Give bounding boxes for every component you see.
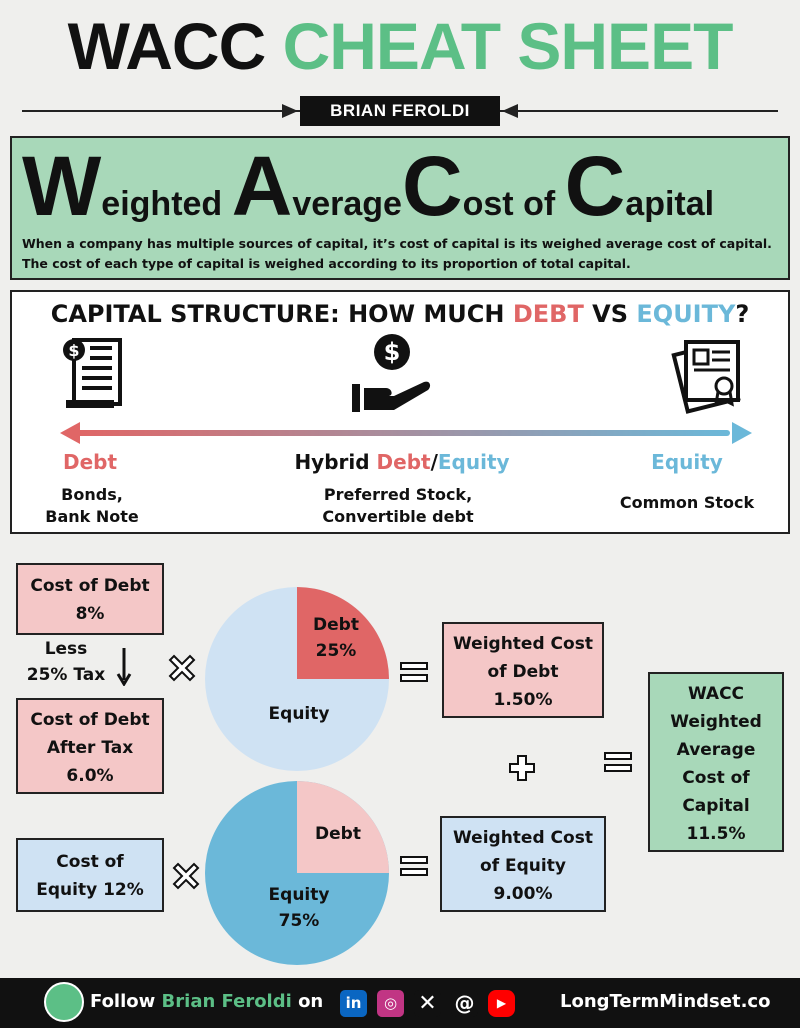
- word-ost-of: ost of: [462, 185, 565, 223]
- equals-icon: [400, 856, 428, 878]
- definition-box: Weighted AverageCost of Capital When a c…: [10, 136, 790, 280]
- debt-label: Debt: [62, 450, 118, 474]
- equity-label: Equity: [651, 450, 723, 474]
- footer: Follow Brian Feroldi on in ◎ ✕ @ ▶ LongT…: [0, 978, 800, 1028]
- letter-w: W: [22, 139, 102, 233]
- equals-icon: [400, 662, 428, 684]
- pie1-debt-label: Debt 25%: [313, 615, 359, 661]
- footer-author-name: Brian Feroldi: [161, 991, 292, 1012]
- threads-icon[interactable]: @: [451, 990, 478, 1017]
- hand-coin-icon: $: [352, 334, 431, 412]
- avatar: [44, 982, 84, 1022]
- cap-title-equity: EQUITY: [636, 300, 736, 328]
- hybrid-label: Hybrid Debt/Equity: [242, 450, 562, 474]
- weighted-cost-of-debt-box: Weighted Cost of Debt 1.50%: [442, 622, 604, 718]
- title-wacc: WACC: [67, 9, 267, 83]
- word-verage: verage: [292, 185, 402, 223]
- follow-word: Follow: [90, 991, 162, 1012]
- x-icon[interactable]: ✕: [414, 990, 441, 1017]
- youtube-icon[interactable]: ▶: [488, 990, 515, 1017]
- cost-of-debt-box: Cost of Debt 8%: [16, 563, 164, 635]
- svg-text:$: $: [68, 341, 79, 360]
- word-eighted: eighted: [101, 185, 232, 223]
- equity-examples: Common Stock: [619, 493, 755, 512]
- weighted-cost-of-equity-box: Weighted Cost of Equity 9.00%: [440, 816, 606, 912]
- word-apital: apital: [625, 185, 715, 223]
- hybrid-equity: Equity: [437, 450, 510, 474]
- svg-text:$: $: [384, 338, 401, 366]
- pie2-debt-label: Debt: [315, 824, 361, 844]
- page-title: WACC CHEAT SHEET: [0, 8, 800, 84]
- hybrid-examples: Preferred Stock, Convertible debt: [322, 485, 474, 526]
- letter-a: A: [231, 139, 293, 233]
- less-tax-label: Less 25% Tax: [26, 639, 106, 685]
- arrow-down-icon: [116, 648, 132, 686]
- cap-title-suffix: ?: [735, 300, 750, 328]
- pie-chart-equity-75: [205, 781, 389, 965]
- multiply-icon: [172, 862, 200, 890]
- bond-document-icon: $: [63, 338, 122, 408]
- plus-icon: [509, 755, 535, 781]
- arrow-left-icon: [60, 422, 80, 444]
- capital-structure-title: CAPITAL STRUCTURE: HOW MUCH DEBT VS EQUI…: [12, 300, 788, 328]
- debt-examples: Bonds, Bank Note: [45, 485, 139, 526]
- cap-title-vs: VS: [583, 300, 637, 328]
- capital-structure-box: CAPITAL STRUCTURE: HOW MUCH DEBT VS EQUI…: [10, 290, 790, 534]
- title-cheat-sheet: CHEAT SHEET: [282, 9, 734, 83]
- pie1-equity-label: Equity: [268, 704, 330, 724]
- hybrid-debt: Debt: [376, 450, 431, 474]
- letter-c2: C: [564, 139, 626, 233]
- cap-title-debt: DEBT: [512, 300, 584, 328]
- arrow-left-icon: [502, 104, 518, 118]
- cap-title-prefix: CAPITAL STRUCTURE: HOW MUCH: [50, 300, 513, 328]
- wacc-result-box: WACC Weighted Average Cost of Capital 11…: [648, 672, 784, 852]
- on-word: on: [291, 991, 324, 1012]
- definition-text: When a company has multiple sources of c…: [22, 236, 772, 271]
- pie-chart-debt-25: [205, 587, 389, 771]
- pie2-equity-label: Equity 75%: [268, 885, 330, 931]
- arrow-right-icon: [732, 422, 752, 444]
- multiply-icon: [168, 654, 196, 682]
- stock-certificate-icon: [671, 340, 741, 414]
- footer-follow-text: Follow Brian Feroldi on: [90, 991, 323, 1012]
- definition-heading: Weighted AverageCost of Capital: [22, 144, 714, 228]
- debt-equity-spectrum-line: [76, 430, 730, 436]
- linkedin-icon[interactable]: in: [340, 990, 367, 1017]
- cost-of-equity-box: Cost of Equity 12%: [16, 838, 164, 912]
- hybrid-slash: /: [430, 450, 438, 474]
- instagram-icon[interactable]: ◎: [377, 990, 404, 1017]
- equals-icon: [604, 752, 632, 774]
- cost-of-debt-after-tax-box: Cost of Debt After Tax 6.0%: [16, 698, 164, 794]
- author-badge: BRIAN FEROLDI: [300, 96, 500, 126]
- arrow-right-icon: [282, 104, 298, 118]
- letter-c: C: [401, 139, 463, 233]
- hybrid-prefix: Hybrid: [294, 450, 377, 474]
- website-link[interactable]: LongTermMindset.co: [560, 991, 771, 1012]
